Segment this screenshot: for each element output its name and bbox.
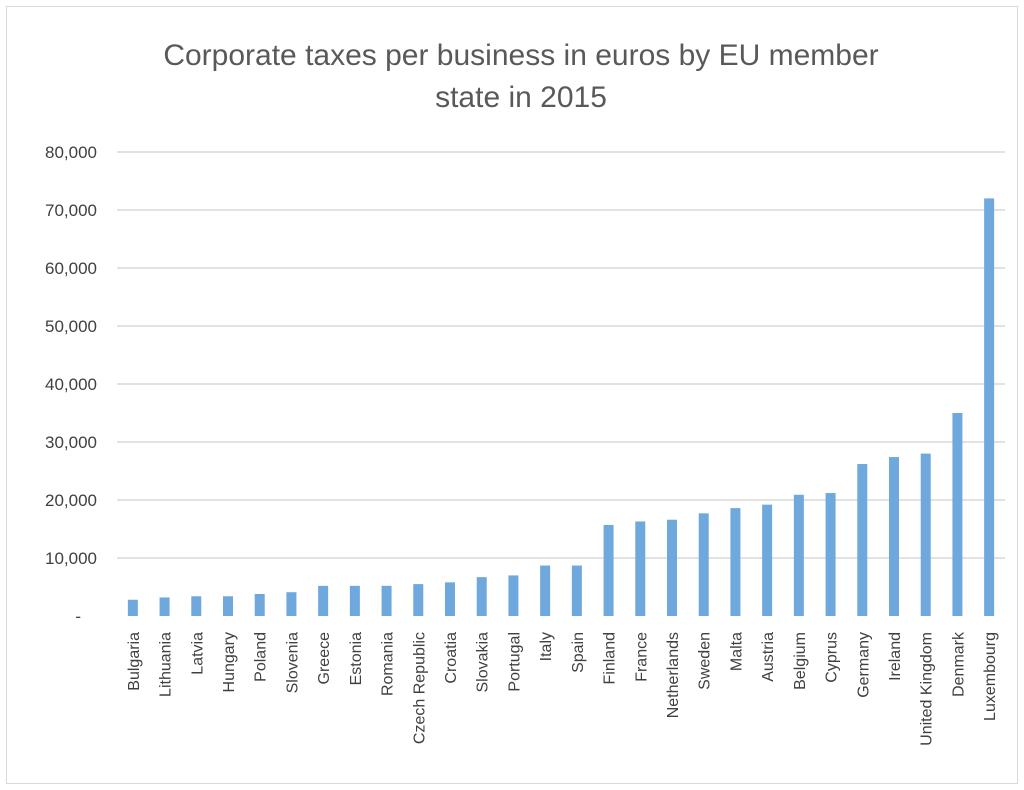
bar-czech-republic [413,584,424,616]
y-tick-label: 30,000 [45,433,97,452]
y-tick-label: 50,000 [45,317,97,336]
x-tick-label: Czech Republic [411,632,428,744]
bar-sweden [698,513,709,616]
bar-slovenia [286,592,297,616]
x-tick-label: Poland [253,632,270,682]
bar-poland [254,593,265,616]
bar-france [635,521,646,616]
gridlines [117,151,1005,559]
x-tick-label: Portugal [506,632,523,692]
x-tick-label: France [633,632,650,682]
bar-belgium [793,494,804,616]
bar-bulgaria [127,599,138,616]
bar-romania [381,585,392,616]
bar-slovakia [476,577,487,616]
chart-title-line-2: state in 2015 [435,81,607,114]
x-tick-label: Romania [380,632,397,696]
bars [127,198,995,616]
x-tick-label: Slovenia [284,632,301,693]
bar-united-kingdom [920,453,931,616]
x-tick-label: Bulgaria [126,632,143,691]
x-tick-label: United Kingdom [919,632,936,746]
x-tick-label: Spain [570,632,587,673]
bar-finland [603,524,614,616]
y-tick-label: 10,000 [45,549,97,568]
bar-portugal [508,575,519,616]
y-tick-label: - [75,607,81,626]
x-tick-label: Estonia [348,632,365,685]
bar-estonia [349,585,360,616]
x-tick-label: Latvia [189,632,206,675]
x-tick-label: Denmark [950,631,967,697]
x-tick-label: Finland [602,632,619,684]
x-tick-label: Lithuania [158,632,175,697]
bar-italy [540,565,551,616]
bar-germany [857,464,868,616]
bar-latvia [191,596,202,616]
bar-croatia [445,582,455,616]
bar-netherlands [667,519,677,616]
x-tick-label: Cyprus [824,632,841,683]
x-tick-label: Hungary [221,632,238,692]
bar-spain [571,565,582,616]
x-tick-label: Malta [728,632,745,671]
x-tick-label: Austria [760,632,777,682]
bar-cyprus [825,493,836,616]
bar-luxembourg [984,198,995,616]
y-tick-label: 80,000 [45,143,97,162]
bar-ireland [889,457,899,616]
bar-lithuania [159,597,170,616]
x-axis-tick-labels: Bulgaria Lithuania Latvia Hungary Poland Slov… [126,631,999,746]
bar-malta [730,508,741,616]
x-tick-label: Greece [316,632,333,685]
x-tick-label: Germany [855,632,872,698]
y-tick-label: 70,000 [45,201,97,220]
bar-denmark [952,413,963,616]
x-tick-label: Luxembourg [982,632,999,721]
y-axis-tick-labels: - 10,000 20,000 30,000 40,000 50,000 60,000 70,… [45,143,97,626]
x-tick-label: Netherlands [665,632,682,718]
bar-austria [762,504,773,616]
bar-hungary [223,596,233,616]
x-tick-label: Belgium [792,632,809,690]
x-tick-label: Italy [538,632,555,661]
bar-chart: Corporate taxes per business in euros by… [45,39,1005,746]
chart-title-line-1: Corporate taxes per business in euros by… [163,39,878,72]
x-tick-label: Ireland [887,632,904,681]
y-tick-label: 40,000 [45,375,97,394]
chart-frame: Corporate taxes per business in euros by… [6,6,1018,784]
bar-greece [318,585,329,616]
y-tick-label: 20,000 [45,491,97,510]
x-tick-label: Sweden [697,632,714,690]
y-tick-label: 60,000 [45,259,97,278]
x-tick-label: Croatia [443,632,460,684]
x-tick-label: Slovakia [475,632,492,693]
